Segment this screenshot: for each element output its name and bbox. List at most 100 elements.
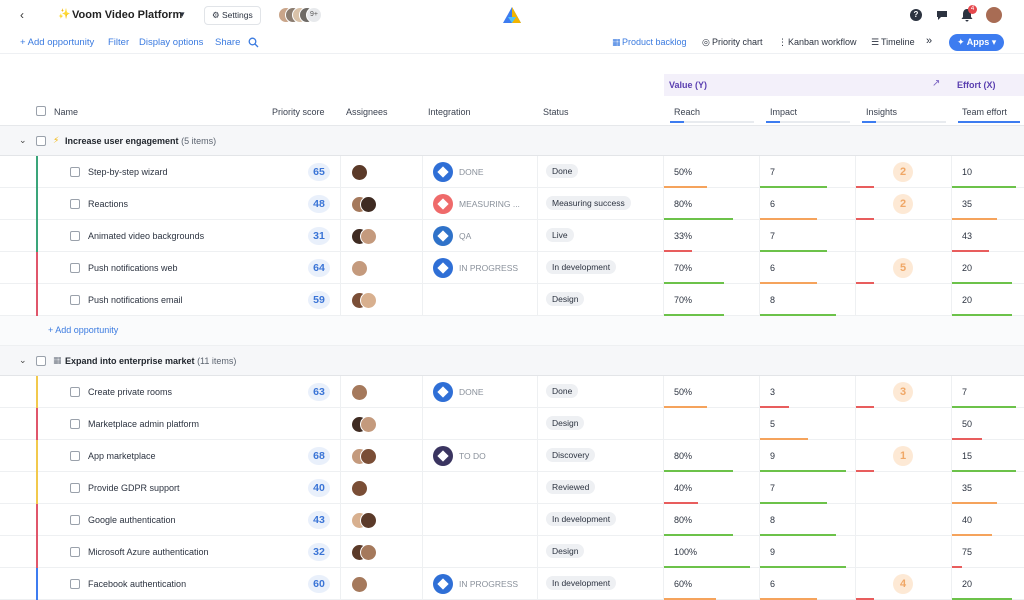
share-button[interactable]: Share <box>215 37 241 48</box>
row-checkbox[interactable] <box>70 295 80 305</box>
jira-icon[interactable] <box>433 162 453 182</box>
heap-icon[interactable] <box>433 194 453 214</box>
row-checkbox[interactable] <box>70 451 80 461</box>
chevron-down-icon[interactable]: ⌄ <box>19 135 27 145</box>
team-effort-value[interactable]: 15 <box>962 451 973 461</box>
row-name[interactable]: Facebook authentication <box>88 579 187 589</box>
reach-value[interactable]: 33% <box>674 231 693 241</box>
trend-up-icon[interactable]: ↗ <box>932 78 941 89</box>
assignee-avatar[interactable] <box>360 228 377 245</box>
reach-value[interactable]: 50% <box>674 387 693 397</box>
back-chevron-icon[interactable]: ‹ <box>20 8 24 22</box>
status-badge[interactable]: In development <box>546 512 617 526</box>
reach-value[interactable]: 80% <box>674 199 693 209</box>
column-status[interactable]: Status <box>543 107 569 117</box>
table-row[interactable]: Create private rooms 63 DONE Done 50% 3 3 7 <box>0 376 1024 408</box>
reach-value[interactable]: 60% <box>674 579 693 589</box>
assignee-avatar[interactable] <box>360 512 377 529</box>
assignee-avatar[interactable] <box>360 544 377 561</box>
more-views-icon[interactable]: » <box>926 35 933 47</box>
assignee-avatar[interactable] <box>351 480 368 497</box>
impact-value[interactable]: 7 <box>770 483 776 493</box>
row-name[interactable]: Provide GDPR support <box>88 483 180 493</box>
status-badge[interactable]: Done <box>546 164 579 178</box>
impact-value[interactable]: 6 <box>770 263 776 273</box>
row-name[interactable]: App marketplace <box>88 451 156 461</box>
view-tab-priority-chart[interactable]: Priority chart <box>712 37 763 47</box>
impact-value[interactable]: 9 <box>770 451 776 461</box>
row-name[interactable]: Step-by-step wizard <box>88 167 168 177</box>
group-checkbox[interactable] <box>36 356 46 366</box>
assignee-avatar[interactable] <box>360 292 377 309</box>
impact-value[interactable]: 9 <box>770 547 776 557</box>
reach-value[interactable]: 70% <box>674 263 693 273</box>
column-priority-score[interactable]: Priority score <box>272 107 325 117</box>
view-tab-kanban-workflow[interactable]: Kanban workflow <box>788 37 857 47</box>
display-options-button[interactable]: Display options <box>139 37 204 48</box>
workspace-title[interactable]: Voom Video Platform <box>72 9 183 21</box>
team-effort-value[interactable]: 75 <box>962 547 973 557</box>
trello-icon[interactable] <box>433 226 453 246</box>
reach-value[interactable]: 50% <box>674 167 693 177</box>
jira-icon[interactable] <box>433 382 453 402</box>
column-team-effort[interactable]: Team effort <box>962 107 1007 117</box>
row-checkbox[interactable] <box>70 387 80 397</box>
chat-icon[interactable] <box>935 8 949 22</box>
status-badge[interactable]: Done <box>546 384 579 398</box>
integration-status[interactable]: TO DO <box>459 451 486 461</box>
status-badge[interactable]: Discovery <box>546 448 596 462</box>
impact-value[interactable]: 6 <box>770 579 776 589</box>
team-effort-value[interactable]: 10 <box>962 167 973 177</box>
insights-count-badge[interactable]: 2 <box>893 162 913 182</box>
row-name[interactable]: Push notifications email <box>88 295 183 305</box>
table-row[interactable]: Push notifications email 59 Design 70% 8 20 <box>0 284 1024 316</box>
row-checkbox[interactable] <box>70 483 80 493</box>
search-icon[interactable] <box>248 37 259 48</box>
app-logo-icon[interactable] <box>502 6 522 24</box>
team-effort-value[interactable]: 20 <box>962 579 973 589</box>
integration-status[interactable]: IN PROGRESS <box>459 579 519 589</box>
add-opportunity-button[interactable]: + Add opportunity <box>20 37 95 48</box>
status-badge[interactable]: Design <box>546 416 585 430</box>
assignee-avatar[interactable] <box>360 196 377 213</box>
reach-value[interactable]: 80% <box>674 515 693 525</box>
table-row[interactable]: Provide GDPR support 40 Reviewed 40% 7 35 <box>0 472 1024 504</box>
jira-icon[interactable] <box>433 574 453 594</box>
status-badge[interactable]: Design <box>546 544 585 558</box>
group-checkbox[interactable] <box>36 136 46 146</box>
jira-icon[interactable] <box>433 258 453 278</box>
impact-value[interactable]: 8 <box>770 295 776 305</box>
group-add-opportunity-button[interactable]: + Add opportunity <box>48 325 119 335</box>
impact-value[interactable]: 8 <box>770 515 776 525</box>
team-effort-value[interactable]: 50 <box>962 419 973 429</box>
insights-count-badge[interactable]: 2 <box>893 194 913 214</box>
row-checkbox[interactable] <box>70 547 80 557</box>
row-name[interactable]: Reactions <box>88 199 129 209</box>
settings-button[interactable]: ⚙ Settings <box>204 6 261 25</box>
impact-value[interactable]: 7 <box>770 231 776 241</box>
title-chevron-down-icon[interactable]: ▾ <box>180 9 185 19</box>
assignee-avatar[interactable] <box>351 384 368 401</box>
status-badge[interactable]: In development <box>546 576 617 590</box>
table-row[interactable]: Animated video backgrounds 31 QA Live 33% 7 43 <box>0 220 1024 252</box>
impact-value[interactable]: 7 <box>770 167 776 177</box>
view-tab-product-backlog[interactable]: Product backlog <box>622 37 687 47</box>
user-avatar[interactable] <box>986 7 1002 23</box>
table-row[interactable]: Facebook authentication 60 IN PROGRESS In d… <box>0 568 1024 600</box>
team-effort-value[interactable]: 20 <box>962 263 973 273</box>
assignee-avatar[interactable] <box>351 576 368 593</box>
impact-value[interactable]: 6 <box>770 199 776 209</box>
row-name[interactable]: Create private rooms <box>88 387 173 397</box>
table-row[interactable]: App marketplace 68 TO DO Discovery 80% 9 1 15 <box>0 440 1024 472</box>
integration-status[interactable]: IN PROGRESS <box>459 263 519 273</box>
table-row[interactable]: Reactions 48 MEASURING ... Measuring succes… <box>0 188 1024 220</box>
column-assignees[interactable]: Assignees <box>346 107 388 117</box>
row-checkbox[interactable] <box>70 515 80 525</box>
integration-status[interactable]: DONE <box>459 167 484 177</box>
row-name[interactable]: Push notifications web <box>88 263 178 273</box>
column-integration[interactable]: Integration <box>428 107 471 117</box>
column-reach[interactable]: Reach <box>674 107 701 117</box>
group-header[interactable]: ⌄ ⚡ Increase user engagement (5 items) <box>0 126 1024 156</box>
chevron-down-icon[interactable]: ⌄ <box>19 355 27 365</box>
assignee-avatar[interactable] <box>351 164 368 181</box>
